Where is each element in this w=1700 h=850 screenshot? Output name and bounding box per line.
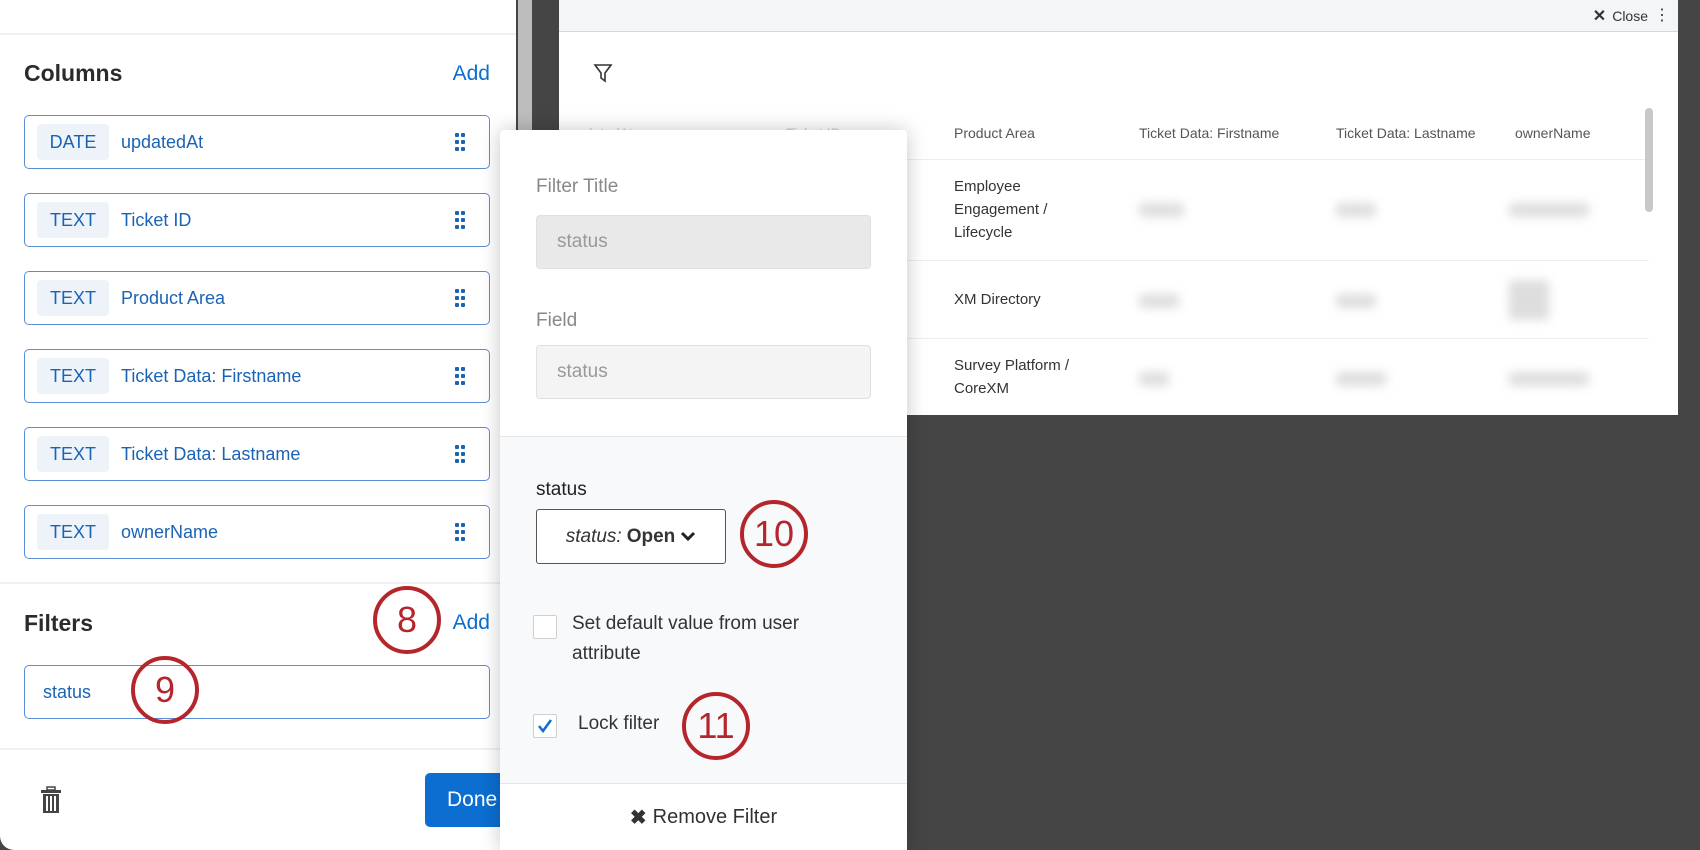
annotation-11: 11 bbox=[682, 692, 750, 760]
column-header[interactable]: Ticket Data: Lastname bbox=[1336, 125, 1476, 141]
column-type-badge: TEXT bbox=[37, 436, 109, 472]
checkmark-icon bbox=[538, 719, 553, 733]
filter-value-dropdown[interactable]: status: Open bbox=[536, 509, 726, 564]
drag-handle-icon[interactable] bbox=[455, 289, 465, 307]
lock-filter-label: Lock filter bbox=[578, 713, 660, 734]
dropdown-value: Open bbox=[626, 525, 676, 547]
field-input: status bbox=[536, 345, 871, 399]
filters-title: Filters bbox=[24, 610, 94, 636]
lock-filter-checkbox[interactable] bbox=[533, 714, 557, 738]
chevron-down-icon bbox=[680, 526, 696, 548]
divider bbox=[0, 33, 516, 35]
close-label: Close bbox=[1612, 8, 1648, 24]
close-icon: ✕ bbox=[1592, 8, 1607, 25]
default-from-user-label: Set default value from user attribute bbox=[572, 613, 800, 664]
remove-filter-label: Remove Filter bbox=[652, 805, 778, 828]
columns-title: Columns bbox=[24, 60, 123, 86]
modal-toolbar: ✕ Close ⋮ bbox=[559, 0, 1678, 32]
column-type-badge: DATE bbox=[37, 124, 109, 160]
dashboard-widget-editor-panel: Columns Add DATE updatedAt TEXT Ticket I… bbox=[0, 0, 516, 850]
filter-name: status bbox=[43, 681, 92, 702]
add-filter-button[interactable]: Add bbox=[452, 611, 490, 634]
column-type-badge: TEXT bbox=[37, 514, 109, 550]
drag-handle-icon[interactable] bbox=[455, 367, 465, 385]
annotation-8: 8 bbox=[373, 586, 441, 654]
table-scrollbar[interactable] bbox=[1645, 108, 1653, 212]
filter-item-status[interactable]: status bbox=[24, 665, 490, 719]
filter-title-input[interactable]: status bbox=[536, 215, 871, 269]
drag-handle-icon[interactable] bbox=[455, 523, 465, 541]
divider bbox=[0, 582, 516, 584]
column-name: Ticket Data: Firstname bbox=[121, 365, 302, 386]
add-column-button[interactable]: Add bbox=[452, 62, 490, 85]
drag-handle-icon[interactable] bbox=[455, 211, 465, 229]
annotation-10: 10 bbox=[740, 500, 808, 568]
column-item[interactable]: TEXT ownerName bbox=[24, 505, 490, 559]
more-options-icon[interactable]: ⋮ bbox=[1654, 7, 1670, 24]
value-label: status bbox=[536, 479, 587, 500]
table-cell: XM Directory bbox=[954, 291, 1041, 308]
column-item[interactable]: DATE updatedAt bbox=[24, 115, 490, 169]
drag-handle-icon[interactable] bbox=[455, 445, 465, 463]
field-label: Field bbox=[536, 310, 578, 331]
remove-filter-button[interactable]: ✖ Remove Filter bbox=[500, 783, 907, 850]
column-item[interactable]: TEXT Ticket Data: Firstname bbox=[24, 349, 490, 403]
column-name: Ticket Data: Lastname bbox=[121, 443, 301, 464]
column-header[interactable]: ownerName bbox=[1515, 125, 1591, 141]
dropdown-prefix: status: bbox=[565, 525, 622, 547]
column-header[interactable]: Product Area bbox=[954, 125, 1035, 141]
annotation-9: 9 bbox=[131, 656, 199, 724]
column-header[interactable]: Ticket Data: Firstname bbox=[1139, 125, 1280, 141]
table-cell: Survey Platform / CoreXM bbox=[954, 357, 1070, 397]
filter-value-section: status status: Open Set default value fr… bbox=[500, 436, 907, 850]
column-name: ownerName bbox=[121, 521, 219, 542]
close-button[interactable]: ✕ Close bbox=[1593, 6, 1648, 26]
filter-icon[interactable] bbox=[593, 63, 613, 88]
column-type-badge: TEXT bbox=[37, 358, 109, 394]
trash-icon[interactable] bbox=[40, 786, 62, 814]
table-cell: Employee Engagement / Lifecycle bbox=[954, 178, 1048, 241]
column-item[interactable]: TEXT Ticket Data: Lastname bbox=[24, 427, 490, 481]
default-from-user-checkbox[interactable] bbox=[533, 615, 557, 639]
column-type-badge: TEXT bbox=[37, 202, 109, 238]
x-icon: ✖ bbox=[629, 806, 647, 829]
divider bbox=[0, 748, 516, 750]
column-name: Product Area bbox=[121, 287, 226, 308]
column-item[interactable]: TEXT Product Area bbox=[24, 271, 490, 325]
drag-handle-icon[interactable] bbox=[455, 133, 465, 151]
column-name: Ticket ID bbox=[121, 209, 192, 230]
column-type-badge: TEXT bbox=[37, 280, 109, 316]
column-name: updatedAt bbox=[121, 131, 204, 152]
filter-title-label: Filter Title bbox=[536, 176, 619, 197]
column-item[interactable]: TEXT Ticket ID bbox=[24, 193, 490, 247]
